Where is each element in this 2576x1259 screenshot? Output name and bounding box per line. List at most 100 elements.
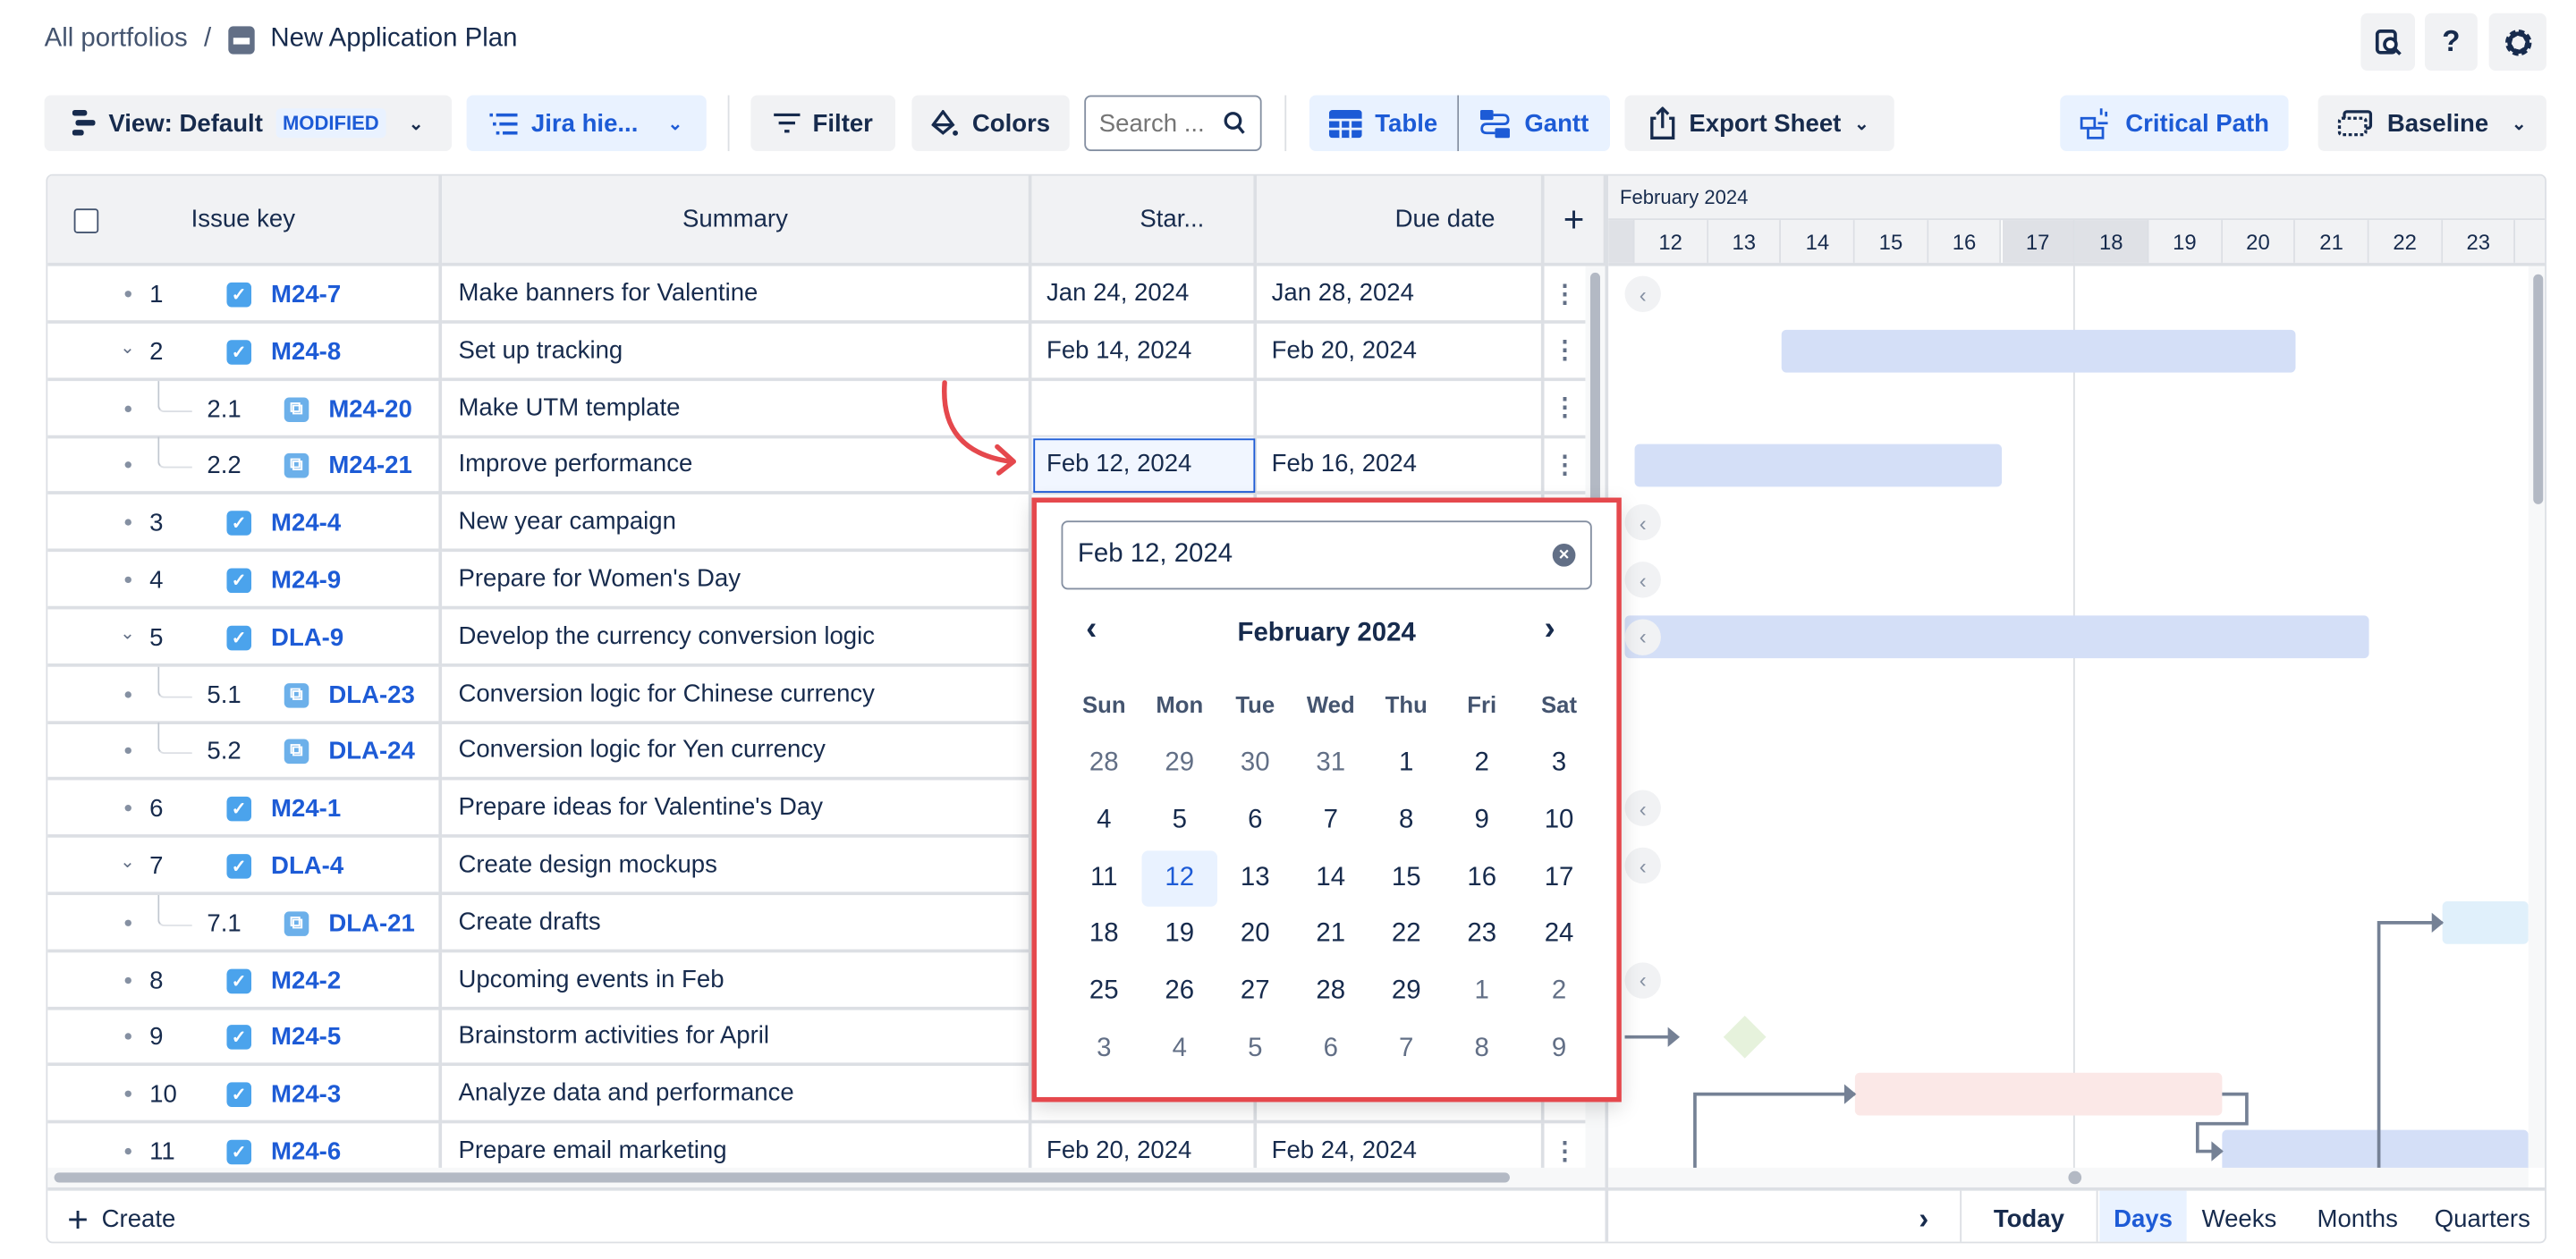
scroll-to-bar-button[interactable]: ‹ — [1624, 619, 1661, 655]
scale-months-button[interactable]: Months — [2301, 1191, 2413, 1242]
calendar-day[interactable]: 15 — [1391, 863, 1421, 891]
calendar-day[interactable]: 4 — [1172, 1035, 1187, 1063]
calendar-day[interactable]: 10 — [1544, 806, 1574, 834]
summary-cell[interactable]: Prepare for Women's Day — [442, 552, 1032, 610]
calendar-day[interactable]: 1 — [1399, 748, 1414, 777]
due-date-cell[interactable] — [1257, 380, 1545, 438]
calendar-day[interactable]: 23 — [1467, 920, 1497, 949]
scroll-to-bar-button[interactable]: ‹ — [1624, 847, 1661, 884]
column-header-issue-key[interactable]: Issue key — [47, 175, 443, 266]
issue-key-link[interactable]: M24-3 — [271, 1080, 342, 1110]
expand-chevron-icon[interactable]: ⌄ — [120, 623, 136, 644]
issue-key-link[interactable]: M24-21 — [328, 452, 412, 481]
start-date-cell[interactable]: Feb 12, 2024 — [1031, 437, 1258, 495]
summary-cell[interactable]: Make banners for Valentine — [442, 266, 1032, 324]
issue-key-link[interactable]: M24-2 — [271, 967, 342, 995]
calendar-day[interactable]: 22 — [1391, 920, 1421, 949]
summary-cell[interactable]: New year campaign — [442, 494, 1032, 553]
issue-key-link[interactable]: M24-6 — [271, 1137, 342, 1167]
table-row[interactable]: 1 ✓ M24-7 Make banners for Valentine Jan 24,… — [47, 266, 1586, 324]
issue-key-link[interactable]: DLA-9 — [271, 623, 344, 652]
calendar-day[interactable]: 3 — [1551, 748, 1567, 777]
today-button[interactable]: Today — [1962, 1191, 2097, 1242]
calendar-day[interactable]: 5 — [1172, 806, 1187, 834]
start-date-cell[interactable]: Feb 14, 2024 — [1031, 323, 1258, 381]
row-actions-menu[interactable]: ⋮ — [1552, 393, 1578, 423]
gantt-vertical-thumb[interactable] — [2533, 274, 2544, 504]
scale-quarters-button[interactable]: Quarters — [2423, 1191, 2541, 1242]
scroll-to-bar-button[interactable]: ‹ — [1624, 275, 1661, 312]
scale-weeks-button[interactable]: Weeks — [2190, 1191, 2288, 1242]
summary-cell[interactable]: Upcoming events in Feb — [442, 951, 1032, 1010]
export-sheet-dropdown[interactable]: Export Sheet ⌄ — [1624, 95, 1894, 151]
gantt-bar[interactable] — [1624, 615, 2369, 659]
calendar-day[interactable]: 2 — [1474, 748, 1489, 777]
due-date-cell[interactable]: Feb 16, 2024 — [1257, 437, 1545, 495]
issue-key-link[interactable]: M24-9 — [271, 566, 342, 595]
gantt-bar[interactable] — [1781, 329, 2296, 373]
create-button[interactable]: + Create — [67, 1191, 175, 1242]
calendar-day[interactable]: 13 — [1240, 863, 1270, 891]
critical-path-button[interactable]: Critical Path — [2060, 95, 2289, 151]
hierarchy-dropdown[interactable]: Jira hie... ⌄ — [466, 95, 707, 151]
scroll-to-bar-button[interactable]: ‹ — [1624, 790, 1661, 827]
table-row[interactable]: 2.2 ⧉ M24-21 Improve performance Feb 12, 202… — [47, 437, 1586, 495]
row-actions-menu[interactable]: ⋮ — [1552, 451, 1578, 480]
gantt-bar[interactable] — [2442, 900, 2529, 944]
calendar-day[interactable]: 17 — [1544, 863, 1574, 891]
clear-icon[interactable]: × — [1552, 543, 1576, 567]
expand-chevron-icon[interactable]: ⌄ — [120, 337, 136, 359]
summary-cell[interactable]: Set up tracking — [442, 323, 1032, 381]
start-date-cell[interactable] — [1031, 380, 1258, 438]
help-button[interactable]: ? — [2425, 13, 2478, 71]
search-input[interactable] — [1098, 109, 1224, 138]
calendar-day[interactable]: 2 — [1551, 977, 1567, 1006]
scroll-to-bar-button[interactable]: ‹ — [1624, 961, 1661, 998]
gantt-view-button[interactable]: Gantt — [1457, 95, 1610, 151]
table-view-button[interactable]: Table — [1309, 95, 1458, 151]
summary-cell[interactable]: Improve performance — [442, 437, 1032, 495]
colors-button[interactable]: Colors — [911, 95, 1070, 151]
issue-key-link[interactable]: M24-4 — [271, 509, 342, 537]
summary-cell[interactable]: Prepare ideas for Valentine's Day — [442, 780, 1032, 839]
calendar-day[interactable]: 21 — [1316, 920, 1346, 949]
expand-chevron-icon[interactable]: ⌄ — [120, 852, 136, 873]
calendar-day[interactable]: 24 — [1544, 920, 1574, 949]
summary-cell[interactable]: Create drafts — [442, 894, 1032, 952]
table-row[interactable]: 4 ✓ M24-9 Prepare for Women's Day — [47, 552, 1586, 610]
summary-cell[interactable]: Brainstorm activities for April — [442, 1009, 1032, 1067]
add-column-button[interactable]: + — [1544, 175, 1607, 266]
calendar-day[interactable]: 6 — [1248, 806, 1263, 834]
calendar-day[interactable]: 28 — [1089, 748, 1119, 777]
gantt-bar[interactable] — [2222, 1129, 2529, 1173]
table-row[interactable]: ⌄ 2 ✓ M24-8 Set up tracking Feb 14, 2024 Feb 2… — [47, 323, 1586, 381]
gantt-scrollbar-thumb[interactable] — [2068, 1170, 2082, 1185]
calendar-day[interactable]: 1 — [1474, 977, 1489, 1006]
calendar-day[interactable]: 29 — [1165, 748, 1195, 777]
breadcrumb-all-portfolios[interactable]: All portfolios — [44, 24, 188, 53]
date-input-field[interactable]: Feb 12, 2024 × — [1061, 520, 1592, 590]
gantt-bar[interactable] — [1854, 1072, 2223, 1116]
calendar-day-selected[interactable]: 12 — [1141, 849, 1218, 907]
table-row[interactable]: 2.1 ⧉ M24-20 Make UTM template ⋮ — [47, 380, 1586, 438]
calendar-day[interactable]: 25 — [1089, 977, 1119, 1006]
row-actions-menu[interactable]: ⋮ — [1552, 280, 1578, 308]
summary-cell[interactable]: Develop the currency conversion logic — [442, 609, 1032, 667]
row-actions-menu[interactable]: ⋮ — [1552, 1136, 1578, 1166]
filter-button[interactable]: Filter — [750, 95, 896, 151]
calendar-day[interactable]: 6 — [1323, 1035, 1338, 1063]
issue-key-link[interactable]: M24-20 — [328, 394, 412, 424]
calendar-day[interactable]: 26 — [1165, 977, 1195, 1006]
table-row[interactable]: 9 ✓ M24-5 Brainstorm activities for April — [47, 1009, 1586, 1067]
calendar-day[interactable]: 8 — [1399, 806, 1414, 834]
issue-key-link[interactable]: DLA-4 — [271, 852, 344, 881]
calendar-day[interactable]: 31 — [1316, 748, 1346, 777]
due-date-cell[interactable]: Jan 28, 2024 — [1257, 266, 1545, 324]
calendar-day[interactable]: 5 — [1248, 1035, 1263, 1063]
row-actions-menu[interactable]: ⋮ — [1552, 337, 1578, 366]
calendar-day[interactable]: 8 — [1474, 1035, 1489, 1063]
vertical-scrollbar-thumb[interactable] — [1589, 272, 1600, 536]
calendar-day[interactable]: 11 — [1090, 863, 1118, 891]
calendar-day[interactable]: 30 — [1240, 748, 1270, 777]
calendar-day[interactable]: 27 — [1240, 977, 1270, 1006]
